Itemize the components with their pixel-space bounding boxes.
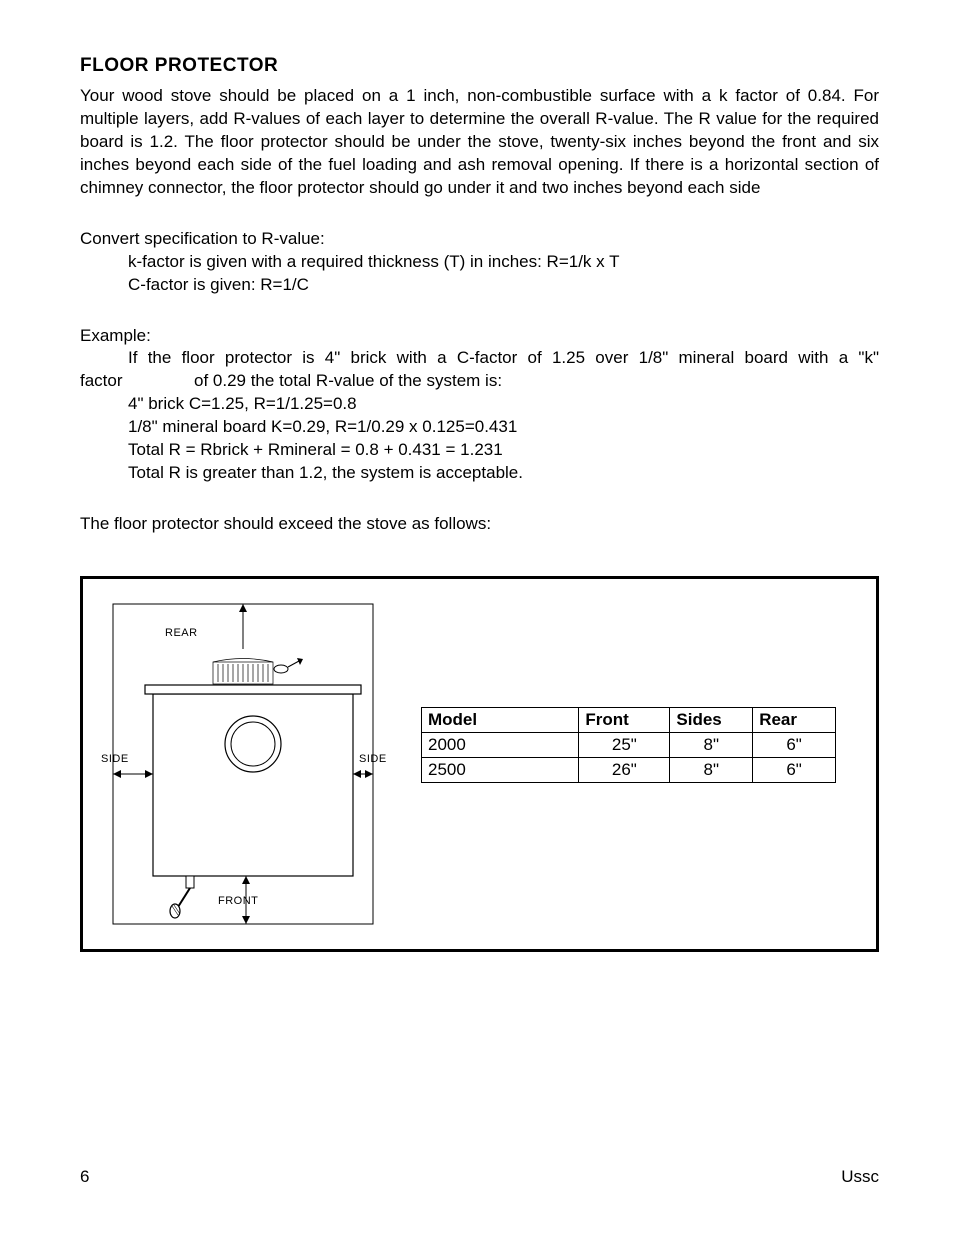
diagram-label-front: FRONT: [218, 895, 258, 907]
table-cell: 6": [753, 758, 836, 783]
page-number: 6: [80, 1167, 89, 1187]
table-cell: 6": [753, 733, 836, 758]
example-line-3: 1/8" mineral board K=0.29, R=1/0.29 x 0.…: [128, 416, 879, 439]
table-row: 2000 25" 8" 6": [422, 733, 836, 758]
table-row: 2500 26" 8" 6": [422, 758, 836, 783]
diagram-label-side-right: SIDE: [359, 753, 387, 765]
table-cell: 8": [670, 758, 753, 783]
diagram-label-rear: REAR: [165, 627, 198, 639]
table-cell: 25": [579, 733, 670, 758]
convert-label: Convert specification to R-value:: [80, 228, 879, 251]
example-line-1b: factor of 0.29 the total R-value of the …: [80, 370, 879, 393]
table-cell: 26": [579, 758, 670, 783]
example-line-1: If the floor protector is 4" brick with …: [128, 347, 879, 370]
example-line-2: 4" brick C=1.25, R=1/1.25=0.8: [128, 393, 879, 416]
convert-line-2: C-factor is given: R=1/C: [128, 274, 879, 297]
example-line-1b-right: of 0.29 the total R-value of the system …: [194, 371, 502, 390]
convert-line-1: k-factor is given with a required thickn…: [128, 251, 879, 274]
table-header: Rear: [753, 708, 836, 733]
example-line-4: Total R = Rbrick + Rmineral = 0.8 + 0.43…: [128, 439, 879, 462]
table-cell: 2500: [422, 758, 579, 783]
table-header: Front: [579, 708, 670, 733]
figure-container: REAR SIDE SIDE FRONT Model Front Sides R…: [80, 576, 879, 952]
diagram-label-side-left: SIDE: [101, 753, 129, 765]
table-header: Sides: [670, 708, 753, 733]
table-header: Model: [422, 708, 579, 733]
intro-paragraph: Your wood stove should be placed on a 1 …: [80, 85, 879, 200]
clearance-table: Model Front Sides Rear 2000 25" 8" 6" 25…: [421, 707, 836, 783]
table-cell: 8": [670, 733, 753, 758]
exceed-paragraph: The floor protector should exceed the st…: [80, 513, 879, 536]
table-header-row: Model Front Sides Rear: [422, 708, 836, 733]
clearance-table-wrap: Model Front Sides Rear 2000 25" 8" 6" 25…: [403, 579, 876, 783]
stove-diagram: REAR SIDE SIDE FRONT: [83, 579, 403, 949]
brand-label: Ussc: [841, 1167, 879, 1187]
table-cell: 2000: [422, 733, 579, 758]
page-footer: 6 Ussc: [80, 1167, 879, 1187]
example-line-1b-left: factor: [80, 371, 123, 390]
stove-svg: [83, 579, 403, 949]
section-heading: FLOOR PROTECTOR: [80, 55, 879, 77]
example-line-5: Total R is greater than 1.2, the system …: [128, 462, 879, 485]
example-label: Example:: [80, 325, 879, 348]
